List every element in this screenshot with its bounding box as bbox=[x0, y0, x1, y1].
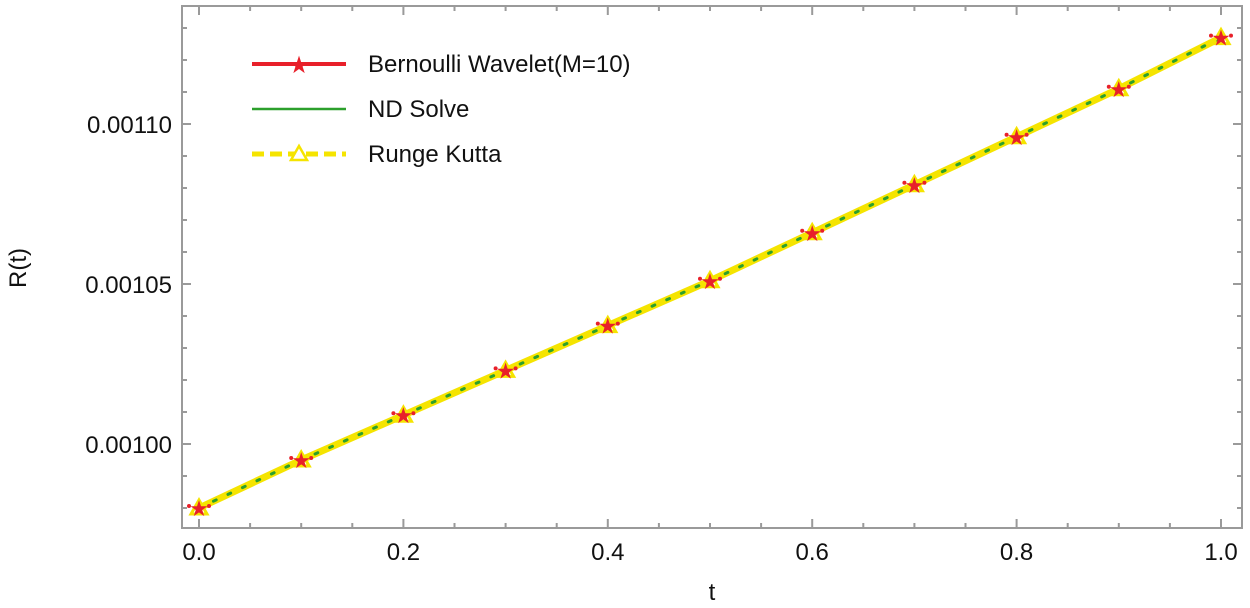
y-tick-label: 0.00100 bbox=[85, 432, 172, 459]
marker-dot bbox=[698, 276, 702, 281]
series-layer: ★ ★ ★ ★ ★ ★ ★ ★ ★ ★ ★ bbox=[187, 26, 1233, 521]
legend-label: Bernoulli Wavelet(M=10) bbox=[368, 51, 631, 78]
x-tick-label: 0.6 bbox=[796, 539, 829, 566]
marker-dot bbox=[309, 456, 314, 460]
star-marker-icon: ★ bbox=[1007, 125, 1027, 150]
legend-item-rungekutta: Runge Kutta bbox=[252, 141, 502, 168]
series-nd-solve bbox=[197, 36, 1223, 510]
marker-dot bbox=[493, 366, 498, 371]
legend-item-ndsolve: ND Solve bbox=[252, 96, 469, 123]
triangle-marker-icon bbox=[392, 404, 414, 423]
star-marker-icon: ★ bbox=[1109, 77, 1129, 102]
legend: ★ Bernoulli Wavelet(M=10) ND Solve Runge… bbox=[252, 51, 631, 168]
star-marker-icon: ★ bbox=[802, 221, 822, 246]
y-tick-label: 0.00110 bbox=[87, 112, 172, 139]
triangle-marker-icon bbox=[288, 143, 310, 162]
marker-dot bbox=[187, 504, 191, 508]
x-tick-label: 0.4 bbox=[591, 539, 624, 566]
marker-dot bbox=[902, 180, 907, 185]
legend-item-bernoulli: ★ Bernoulli Wavelet(M=10) bbox=[252, 51, 631, 79]
x-tick-label: 0.2 bbox=[387, 539, 420, 566]
marker-dot bbox=[289, 456, 294, 460]
x-tick-label: 0.8 bbox=[1000, 539, 1033, 566]
legend-label: Runge Kutta bbox=[368, 141, 502, 168]
x-tick-labels: 0.0 0.2 0.4 0.6 0.8 1.0 bbox=[182, 539, 1237, 566]
x-tick-label: 1.0 bbox=[1204, 539, 1237, 566]
marker-dot bbox=[615, 321, 620, 326]
x-axis-title: t bbox=[709, 579, 716, 606]
star-marker-icon: ★ bbox=[189, 496, 209, 521]
marker-dot bbox=[1024, 132, 1029, 137]
triangle-marker-icon bbox=[290, 448, 312, 468]
y-axis-title: R(t) bbox=[5, 248, 32, 288]
marker-dot bbox=[513, 366, 518, 371]
star-marker-icon: ★ bbox=[291, 448, 311, 473]
axis-ticks bbox=[182, 6, 1242, 528]
marker-dot bbox=[411, 411, 416, 416]
triangle-marker-icon bbox=[1108, 77, 1130, 97]
marker-dot bbox=[1106, 84, 1111, 89]
marker-dot bbox=[207, 504, 211, 508]
marker-dot bbox=[1126, 84, 1131, 89]
y-tick-labels: 0.00100 0.00105 0.00110 bbox=[85, 112, 172, 459]
marker-dot bbox=[820, 228, 825, 233]
triangle-marker-icon bbox=[597, 314, 619, 334]
marker-dot bbox=[1209, 33, 1213, 38]
marker-dot bbox=[1004, 132, 1009, 137]
star-marker-icon: ★ bbox=[288, 52, 310, 79]
triangle-marker-icon bbox=[1006, 125, 1028, 145]
star-marker-icon: ★ bbox=[700, 269, 720, 294]
marker-dot bbox=[800, 228, 805, 233]
star-marker-icon: ★ bbox=[394, 403, 414, 428]
triangle-marker-icon bbox=[801, 221, 823, 241]
plot-frame bbox=[181, 5, 1243, 529]
triangle-marker-icon bbox=[188, 496, 210, 516]
marker-dot bbox=[595, 321, 600, 326]
marker-dot bbox=[718, 276, 722, 281]
y-tick-label: 0.00105 bbox=[85, 272, 172, 299]
triangle-marker-icon bbox=[495, 359, 517, 378]
marker-dot bbox=[391, 411, 396, 416]
legend-label: ND Solve bbox=[368, 96, 469, 123]
marker-dot bbox=[1229, 33, 1233, 38]
marker-dot bbox=[922, 180, 927, 185]
star-marker-icon: ★ bbox=[905, 173, 925, 198]
star-marker-icon: ★ bbox=[1211, 26, 1231, 51]
x-tick-label: 0.0 bbox=[182, 539, 215, 566]
triangle-marker-icon bbox=[903, 173, 925, 193]
triangle-marker-icon bbox=[1210, 26, 1232, 46]
triangle-marker-icon bbox=[699, 269, 721, 289]
star-marker-icon: ★ bbox=[496, 358, 516, 383]
star-marker-icon: ★ bbox=[598, 314, 618, 339]
